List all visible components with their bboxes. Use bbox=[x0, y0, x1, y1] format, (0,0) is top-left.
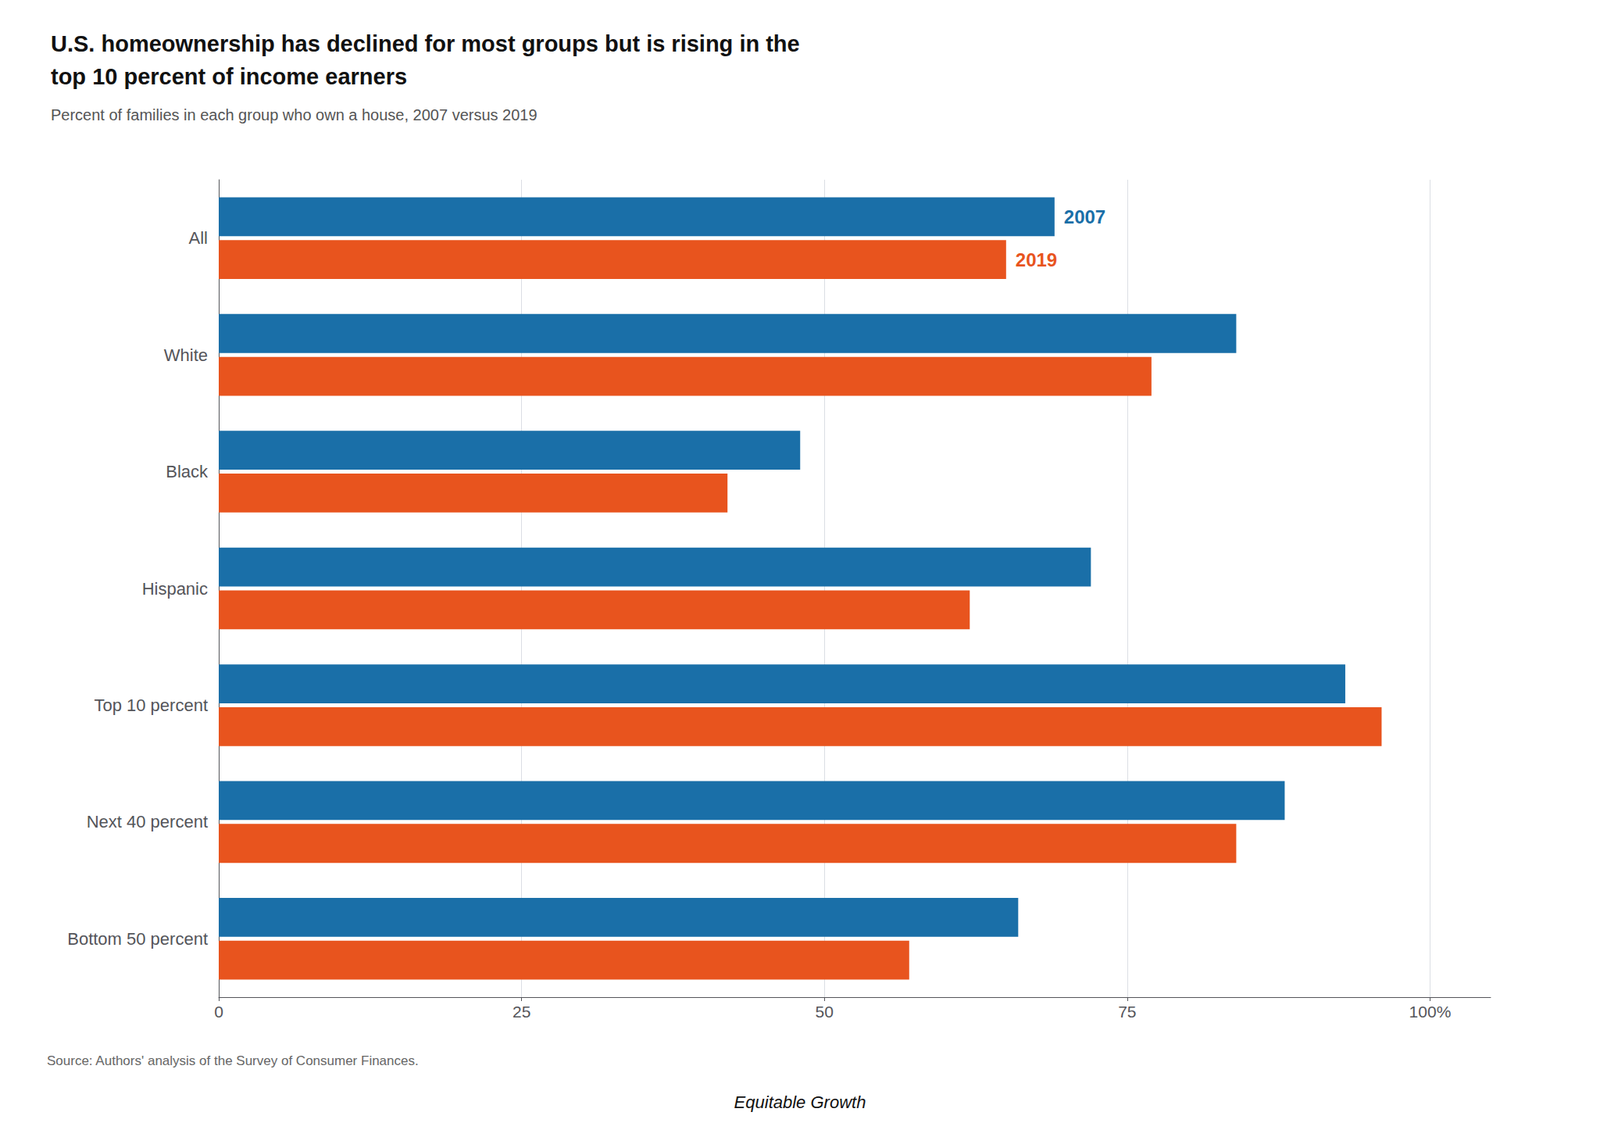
svg-text:50: 50 bbox=[815, 1002, 834, 1021]
svg-text:0: 0 bbox=[214, 1002, 224, 1021]
svg-text:U.S. homeownership has decline: U.S. homeownership has declined for most… bbox=[50, 31, 800, 57]
svg-text:All: All bbox=[189, 228, 208, 248]
svg-text:Source: Authors' analysis of t: Source: Authors' analysis of the Survey … bbox=[46, 1053, 419, 1068]
svg-text:25: 25 bbox=[512, 1002, 531, 1021]
svg-text:Hispanic: Hispanic bbox=[142, 578, 208, 599]
svg-text:Bottom 50 percent: Bottom 50 percent bbox=[67, 928, 208, 949]
svg-text:75: 75 bbox=[1117, 1002, 1136, 1021]
svg-text:Equitable Growth: Equitable Growth bbox=[734, 1092, 867, 1112]
svg-text:Next 40 percent: Next 40 percent bbox=[86, 811, 208, 832]
svg-text:White: White bbox=[164, 345, 208, 365]
svg-text:2007: 2007 bbox=[1064, 206, 1106, 228]
svg-text:Percent of families in each gr: Percent of families in each group who ow… bbox=[50, 106, 538, 124]
svg-text:2019: 2019 bbox=[1015, 249, 1058, 271]
svg-text:top 10 percent of income earne: top 10 percent of income earners bbox=[50, 64, 408, 90]
svg-text:Black: Black bbox=[165, 461, 209, 482]
svg-text:Top 10 percent: Top 10 percent bbox=[93, 695, 208, 715]
svg-text:100%: 100% bbox=[1409, 1002, 1452, 1021]
